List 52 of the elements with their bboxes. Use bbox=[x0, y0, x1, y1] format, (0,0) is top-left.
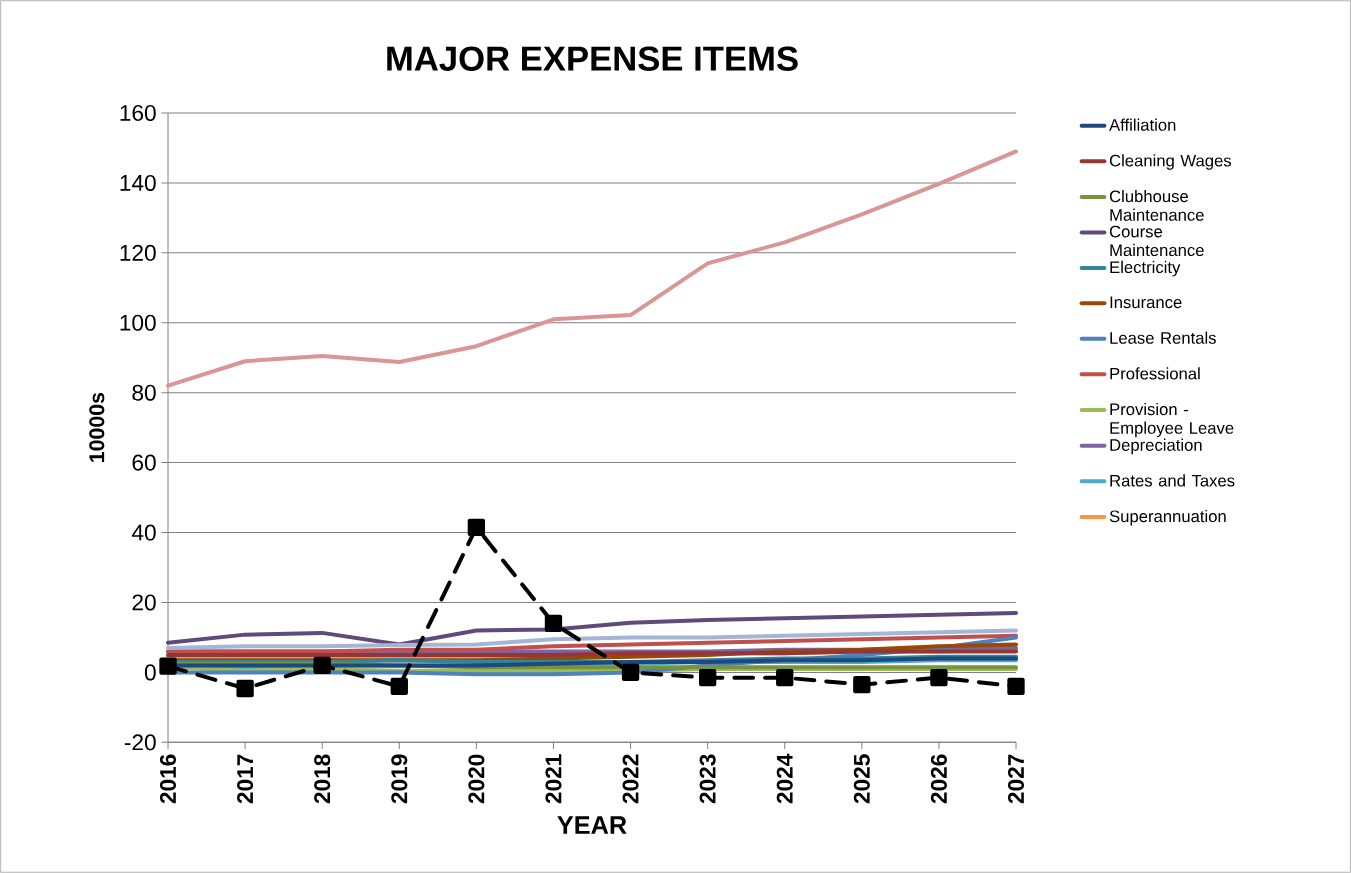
point bbox=[853, 675, 871, 694]
x-tick-label: 2022 bbox=[622, 754, 639, 804]
legend-label: Clubhouse Maintenance bbox=[1109, 189, 1204, 221]
x-tick-label: 2019 bbox=[391, 754, 408, 804]
legend-label: Superannuation bbox=[1109, 509, 1226, 526]
point bbox=[159, 657, 177, 675]
y-tick-label: 120 bbox=[120, 244, 156, 261]
legend-label: Course Maintenance bbox=[1109, 225, 1204, 257]
x-tick-label: 2021 bbox=[545, 754, 562, 804]
legend-label: Lease Rentals bbox=[1110, 331, 1216, 344]
line-series bbox=[166, 610, 1019, 647]
point bbox=[467, 518, 486, 536]
point bbox=[698, 668, 717, 687]
y-axis-title: 10000s bbox=[89, 392, 105, 462]
y-tick-label: 40 bbox=[131, 524, 156, 541]
y-tick-label: 20 bbox=[132, 594, 156, 611]
x-tick-label: 2027 bbox=[1007, 754, 1025, 804]
line-series bbox=[166, 149, 1019, 388]
point bbox=[236, 679, 254, 698]
line-series bbox=[166, 628, 1019, 650]
y-tick-label: 60 bbox=[132, 454, 156, 471]
legend-label: Affiliation bbox=[1109, 118, 1176, 131]
y-tick-label: 160 bbox=[120, 104, 156, 122]
legend-label: Electricity bbox=[1110, 260, 1181, 277]
y-tick-label: 0 bbox=[144, 664, 156, 681]
y-tick-label: 100 bbox=[120, 314, 156, 331]
point bbox=[1007, 677, 1025, 696]
y-tick-label: 80 bbox=[132, 384, 156, 401]
legend-label: Provision - Employee Leave bbox=[1110, 402, 1234, 438]
y-tick-label: 140 bbox=[120, 174, 156, 191]
chart-title: MAJOR EXPENSE ITEMS bbox=[387, 46, 798, 71]
x-axis-title: YEAR bbox=[557, 816, 627, 834]
legend-label: Rates and Taxes bbox=[1110, 474, 1235, 487]
point bbox=[544, 614, 563, 633]
x-tick-label: 2024 bbox=[776, 753, 793, 804]
legend-label: Insurance bbox=[1110, 296, 1182, 309]
y-tick-label: -20 bbox=[124, 734, 156, 751]
point bbox=[390, 677, 408, 696]
point bbox=[621, 663, 640, 682]
x-tick-label: 2016 bbox=[159, 754, 177, 804]
x-tick-label: 2020 bbox=[468, 754, 485, 804]
x-tick-label: 2017 bbox=[237, 754, 254, 804]
legend-label: Depreciation bbox=[1110, 438, 1202, 455]
x-tick-label: 2025 bbox=[853, 754, 870, 804]
legend-label: Professional bbox=[1110, 367, 1200, 380]
point bbox=[313, 656, 331, 675]
x-tick-label: 2023 bbox=[699, 754, 716, 804]
point bbox=[776, 668, 794, 687]
x-tick-label: 2018 bbox=[314, 754, 331, 804]
x-tick-label: 2026 bbox=[930, 754, 947, 804]
point bbox=[930, 668, 948, 687]
legend-label: Cleaning Wages bbox=[1109, 154, 1232, 170]
